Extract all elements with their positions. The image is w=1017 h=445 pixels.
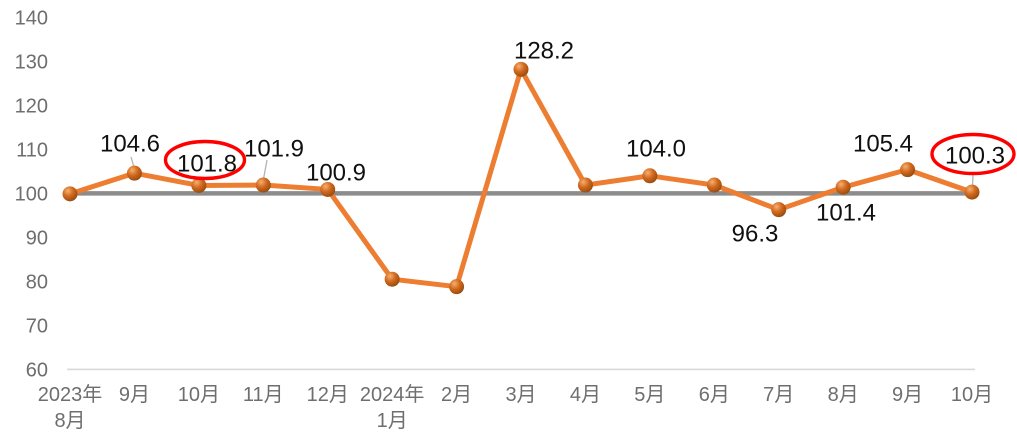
data-point-marker: [384, 271, 400, 287]
y-axis-tick-label: 110: [16, 139, 48, 161]
label-leader-line: [262, 159, 268, 180]
y-axis-tick-label: 70: [26, 315, 48, 337]
data-point-marker: [62, 186, 78, 202]
x-axis-tick-label: 10月: [951, 384, 993, 406]
data-label: 104.0: [626, 136, 686, 163]
data-point-marker: [706, 177, 722, 193]
data-point-marker: [642, 168, 658, 184]
x-axis-tick-label: 9月: [119, 384, 150, 406]
x-axis-tick-label: 10月: [178, 384, 220, 406]
y-axis-tick-label: 140: [15, 7, 48, 29]
data-label: 101.8: [177, 151, 237, 178]
x-axis-tick-label: 4月: [570, 384, 601, 406]
data-label: 101.9: [244, 136, 304, 163]
data-label: 128.2: [514, 38, 574, 65]
y-axis-tick-label: 130: [15, 51, 48, 73]
data-point-marker: [449, 279, 465, 295]
data-label: 105.4: [853, 131, 913, 158]
x-axis-tick-label: 9月: [892, 384, 923, 406]
data-point-marker: [513, 61, 529, 77]
data-label: 104.6: [100, 131, 160, 158]
y-axis-tick-label: 80: [26, 271, 48, 293]
y-axis: 60 70 80 90 100 110 120 130 140: [15, 7, 48, 381]
data-label: 100.3: [945, 143, 1005, 170]
highlight-ellipse: [163, 139, 247, 181]
x-axis-tick-label: 11月: [243, 384, 284, 406]
x-axis-tick-label: 2023年 8月: [38, 383, 103, 432]
x-axis-tick-label: 5月: [634, 384, 665, 406]
y-axis-tick-label: 90: [26, 227, 48, 249]
data-point-marker: [900, 162, 916, 178]
x-axis-tick-label: 2月: [441, 384, 472, 406]
x-axis-tick-label: 7月: [763, 384, 794, 406]
x-axis-tick-label: 8月: [828, 384, 859, 406]
data-point-marker: [191, 177, 207, 193]
y-axis-tick-label: 100: [15, 183, 48, 205]
data-label: 96.3: [732, 221, 779, 248]
x-axis: 2023年 8月 9月 10月 11月 12月 2024年 1月 2月 3月 4月 5月 6月 7月 8月 9…: [38, 383, 993, 432]
y-axis-tick-label: 120: [15, 95, 48, 117]
data-point-marker: [835, 179, 851, 195]
x-axis-tick-label: 12月: [307, 384, 349, 406]
data-label: 101.4: [816, 200, 876, 227]
data-point-marker: [255, 177, 271, 193]
data-label: 100.9: [306, 160, 366, 187]
x-axis-tick-label: 3月: [505, 384, 536, 406]
highlight-ellipse: [930, 132, 1016, 176]
data-point-marker: [771, 202, 787, 218]
y-axis-tick-label: 60: [26, 359, 48, 381]
data-point-marker: [964, 184, 980, 200]
x-axis-tick-label: 2024年 1月: [360, 383, 425, 432]
data-point-marker: [577, 177, 593, 193]
x-axis-tick-label: 6月: [699, 384, 730, 406]
data-point-marker: [320, 181, 336, 197]
data-point-marker: [126, 165, 142, 181]
